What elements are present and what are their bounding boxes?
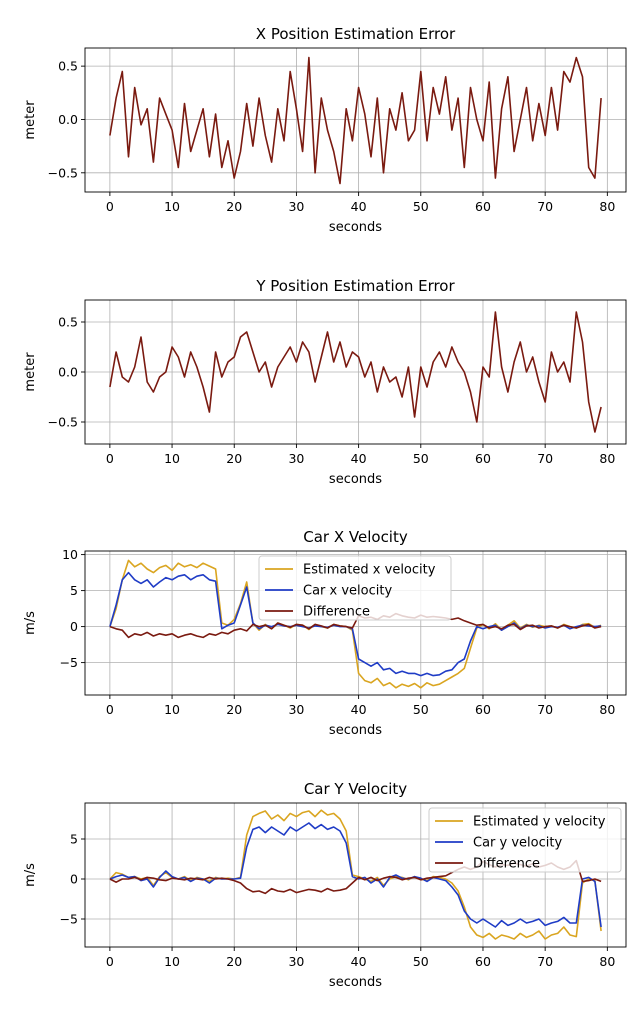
x-tick-label: 0 — [106, 702, 114, 717]
x-tick-label: 20 — [226, 199, 242, 214]
legend: Estimated y velocity Car y velocity Differ… — [428, 807, 622, 873]
chart-title: Y Position Estimation Error — [255, 277, 455, 295]
x-tick-label: 80 — [599, 954, 615, 969]
series-group — [109, 559, 602, 689]
x-axis-label: seconds — [329, 723, 382, 738]
chart-title: X Position Estimation Error — [256, 25, 456, 43]
x-tick-label: 50 — [413, 954, 429, 969]
x-tick-label: 80 — [599, 199, 615, 214]
x-tick-label: 20 — [226, 451, 242, 466]
y-axis-label: meter — [23, 352, 38, 392]
x-tick-label: 50 — [413, 702, 429, 717]
y-tick-label: 0.5 — [58, 315, 78, 330]
series-group — [109, 311, 602, 433]
x-tick-label: 40 — [351, 702, 367, 717]
chart-title: Car X Velocity — [303, 528, 408, 546]
chart-panel-1: 0 10 20 30 40 50 60 70 80 −0.5 0.0 0.5 X Position Es… — [23, 25, 627, 235]
x-tick-label: 60 — [475, 954, 491, 969]
legend: Estimated x velocity Car x velocity Differ… — [258, 555, 452, 621]
x-tick-label: 40 — [351, 199, 367, 214]
legend-label: Estimated y velocity — [473, 815, 606, 830]
x-tick-label: 70 — [537, 702, 553, 717]
y-tick-label: 0 — [70, 872, 78, 887]
legend-label: Difference — [473, 857, 540, 872]
legend-label: Estimated x velocity — [303, 563, 436, 578]
axes-frame — [84, 802, 627, 948]
y-axis-label: m/s — [23, 611, 38, 635]
x-tick-label: 0 — [106, 954, 114, 969]
x-axis-label: seconds — [329, 975, 382, 990]
x-tick-label: 40 — [351, 451, 367, 466]
x-tick-label: 10 — [164, 451, 180, 466]
x-tick-label: 80 — [599, 451, 615, 466]
x-tick-label: 80 — [599, 702, 615, 717]
x-tick-label: 50 — [413, 199, 429, 214]
y-axis-label: meter — [23, 100, 38, 140]
x-tick-label: 10 — [164, 702, 180, 717]
series-group — [109, 56, 602, 185]
series-line-difference — [109, 56, 602, 185]
legend-label: Car x velocity — [303, 584, 392, 599]
x-tick-label: 0 — [106, 451, 114, 466]
x-tick-label: 30 — [288, 954, 304, 969]
y-tick-label: 5 — [70, 832, 78, 847]
y-tick-label: 5 — [70, 583, 78, 598]
chart-panel-2: 0 10 20 30 40 50 60 70 80 −0.5 0.0 0.5 Y Position Es… — [23, 277, 627, 487]
x-tick-label: 30 — [288, 702, 304, 717]
legend-box — [258, 555, 452, 621]
x-axis-label: seconds — [329, 472, 382, 487]
y-tick-label: 0.5 — [58, 59, 78, 74]
x-tick-label: 70 — [537, 199, 553, 214]
y-tick-label: −5 — [60, 655, 78, 670]
chart-panel-3: 0 10 20 30 40 50 60 70 80 −5 0 5 10 Car X Velocity sec… — [23, 528, 627, 738]
x-tick-label: 70 — [537, 954, 553, 969]
x-axis-label: seconds — [329, 220, 382, 235]
series-line-car-y-velocity — [109, 822, 602, 928]
y-tick-label: 0 — [70, 619, 78, 634]
x-tick-label: 70 — [537, 451, 553, 466]
axes-frame — [84, 47, 627, 193]
legend-label: Car y velocity — [473, 836, 562, 851]
x-tick-label: 30 — [288, 199, 304, 214]
series-line-difference — [109, 311, 602, 433]
x-tick-label: 0 — [106, 199, 114, 214]
x-tick-label: 40 — [351, 954, 367, 969]
chart-panel-4: 0 10 20 30 40 50 60 70 80 −5 0 5 Car Y Velocity secon… — [23, 780, 627, 990]
y-tick-label: 10 — [62, 547, 78, 562]
y-tick-label: −0.5 — [48, 415, 78, 430]
x-tick-label: 30 — [288, 451, 304, 466]
legend-box — [428, 807, 622, 873]
x-tick-label: 60 — [475, 199, 491, 214]
x-tick-label: 10 — [164, 199, 180, 214]
chart-title: Car Y Velocity — [304, 780, 407, 798]
x-tick-label: 60 — [475, 451, 491, 466]
y-tick-label: 0.0 — [58, 365, 78, 380]
y-tick-label: −5 — [60, 912, 78, 927]
legend-label: Difference — [303, 605, 370, 620]
x-tick-label: 10 — [164, 954, 180, 969]
y-tick-label: −0.5 — [48, 165, 78, 180]
x-tick-label: 20 — [226, 954, 242, 969]
series-line-difference — [109, 612, 602, 639]
x-tick-label: 50 — [413, 451, 429, 466]
axes-frame — [84, 550, 627, 696]
y-tick-label: 0.0 — [58, 112, 78, 127]
y-axis-label: m/s — [23, 863, 38, 887]
x-tick-label: 20 — [226, 702, 242, 717]
x-tick-label: 60 — [475, 702, 491, 717]
